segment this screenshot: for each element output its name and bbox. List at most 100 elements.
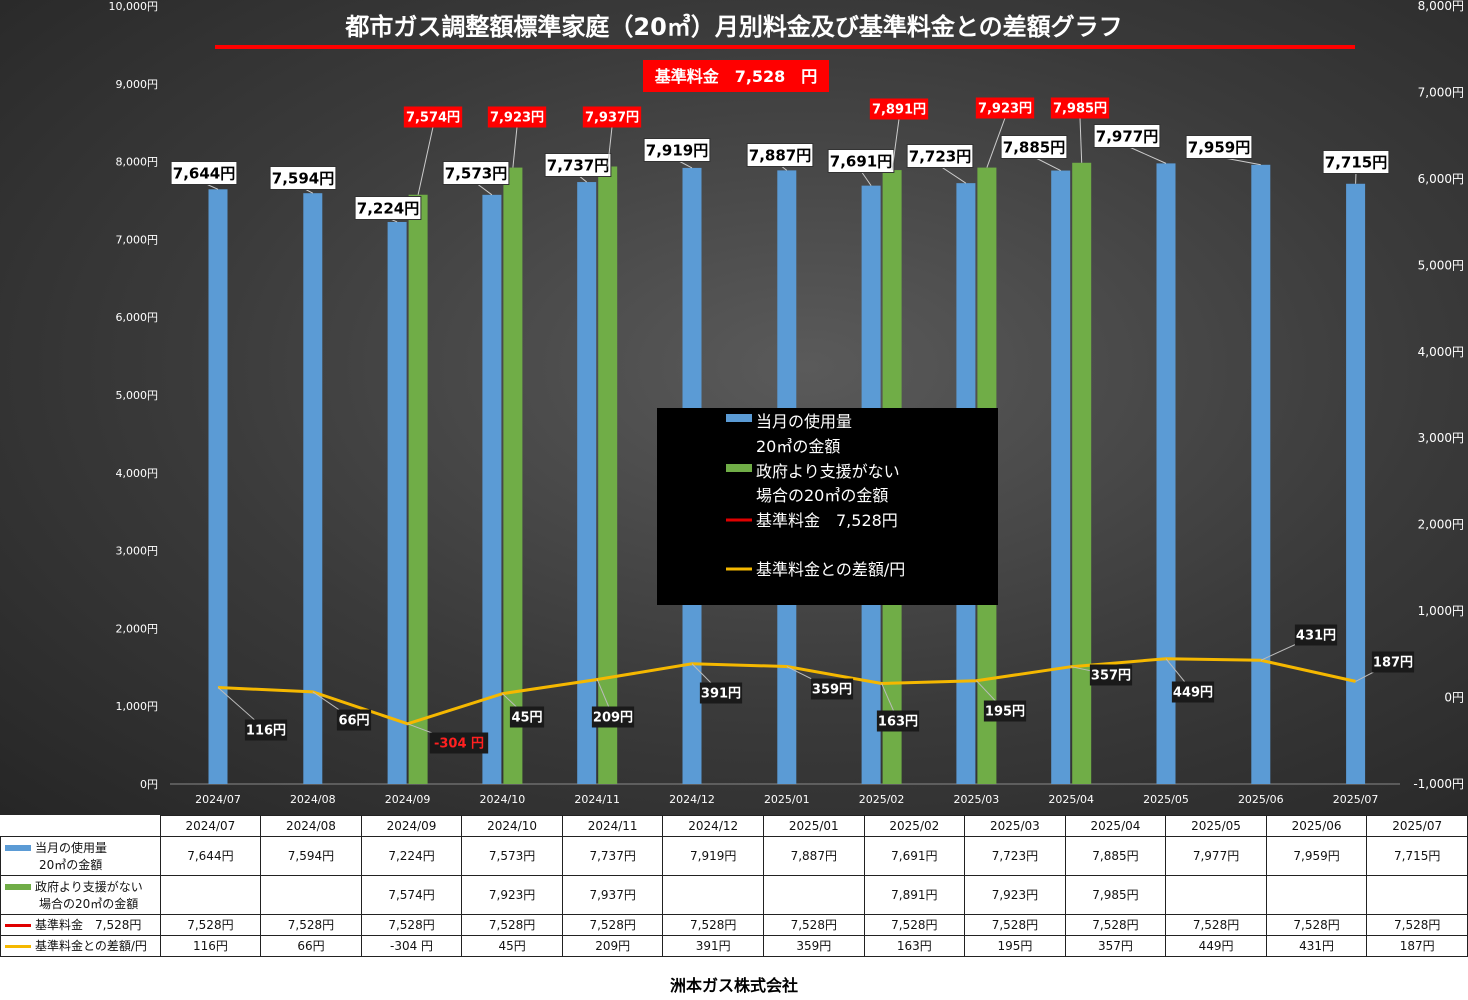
- y-right-tick: 6,000円: [1418, 172, 1464, 186]
- table-cell: 195円: [964, 934, 1066, 957]
- bar-current-label-box: [1322, 150, 1390, 174]
- bar-current-label: 7,573円: [445, 164, 507, 182]
- table-header-cell: 2024/12: [662, 815, 764, 837]
- table-cell: 7,528円: [662, 913, 764, 936]
- x-tick-label: 2024/11: [574, 793, 620, 806]
- table-cell: [763, 874, 865, 915]
- bar-current: [1346, 183, 1366, 784]
- bar-no-support-label: 7,891円: [872, 103, 926, 118]
- table-cell: 7,573円: [461, 835, 563, 876]
- table-cell: 7,691円: [863, 835, 966, 876]
- table-cell: -304 円: [360, 934, 463, 957]
- label-leader: [607, 126, 613, 167]
- bar-current-label: 7,737円: [547, 156, 609, 174]
- legend-label-no-support-2: 場合の20㎥の金額: [756, 486, 888, 505]
- table-label-diff: 基準料金との差額/円: [35, 939, 147, 953]
- table-label-no-support-2: 場合の20㎥の金額: [39, 896, 139, 911]
- table-row: 基準料金 7,528円 7,528円 7,528円 7,528円 7,528円 7,528…: [0, 913, 1468, 936]
- x-tick-label: 2024/08: [290, 793, 336, 806]
- table-header-cell: 2024/09: [360, 815, 463, 837]
- table-cell: 357円: [1064, 934, 1167, 957]
- table-row: 基準料金との差額/円 116円 66円 -304 円 45円 209円 391円 359円 16…: [0, 934, 1468, 957]
- x-tick-label: 2025/02: [859, 793, 905, 806]
- diff-label-box: [1371, 651, 1415, 673]
- bar-current: [1156, 163, 1176, 784]
- bar-current-label-box: [1093, 124, 1161, 148]
- label-leader: [860, 170, 872, 186]
- y-left-tick: 7,000円: [116, 233, 159, 246]
- bar-no-support-label-box: [975, 97, 1035, 119]
- x-tick-label: 2025/03: [954, 793, 1000, 806]
- table-cell: 449円: [1165, 934, 1267, 957]
- chart-title: 都市ガス調整額標準家庭（20㎥）月別料金及び基準料金との差額グラフ: [344, 13, 1122, 41]
- table-header-cell: 2024/11: [561, 815, 664, 837]
- diff-label: 357円: [1091, 669, 1131, 684]
- diff-label-box: [591, 706, 635, 728]
- bar-no-support-label: 7,923円: [978, 102, 1032, 117]
- bar-no-support-label: 7,937円: [585, 111, 639, 126]
- bar-current: [577, 182, 597, 784]
- table-cell: 7,224円: [360, 835, 463, 876]
- diff-label: 391円: [701, 687, 741, 702]
- bar-current-label-box: [746, 143, 814, 167]
- bar-current-label-box: [354, 196, 422, 220]
- bar-current-label-box: [1000, 135, 1068, 159]
- bar-current: [387, 221, 407, 785]
- bar-current-label: 7,919円: [646, 141, 708, 159]
- label-leader: [512, 126, 518, 168]
- table-header-cell: 2024/08: [260, 815, 362, 837]
- y-right-tick: 8,000円: [1418, 0, 1464, 13]
- label-leader: [1126, 145, 1167, 164]
- bar-current-label: 7,715円: [1325, 153, 1387, 171]
- label-leader: [1079, 117, 1083, 163]
- bar-current-label: 7,977円: [1096, 127, 1158, 145]
- diff-label: 209円: [593, 711, 633, 726]
- y-left-tick: 9,000円: [116, 78, 159, 91]
- label-leader: [939, 165, 967, 184]
- diff-label: 431円: [1296, 629, 1336, 644]
- bar-current-label-box: [442, 161, 510, 185]
- x-tick-label: 2024/09: [385, 793, 431, 806]
- table-key-diff: [5, 945, 31, 948]
- y-right-tick: -1,000円: [1413, 777, 1464, 791]
- table-header-cell: 2025/04: [1064, 815, 1167, 837]
- table-cell: [1165, 874, 1267, 915]
- bar-no-support-label-box: [403, 106, 463, 128]
- table-header-cell: 2025/01: [763, 815, 865, 837]
- table-header-cell: 2024/07: [159, 815, 262, 837]
- bar-no-support: [1072, 162, 1092, 785]
- data-table-grid: 2024/07 2024/08 2024/09 2024/10 2024/11 2024/…: [0, 815, 1468, 957]
- diff-label-box: [983, 700, 1027, 722]
- table-header-cell: 2025/03: [964, 815, 1066, 837]
- diff-label-box: [429, 732, 489, 754]
- bar-no-support-label: 7,923円: [490, 111, 544, 126]
- diff-label: 163円: [878, 715, 918, 730]
- diff-label-box: [810, 678, 854, 700]
- x-tick-label: 2025/01: [764, 793, 810, 806]
- legend-box: [657, 408, 998, 605]
- legend-label-base: 基準料金 7,528円: [756, 511, 898, 530]
- table-cell: 7,594円: [260, 835, 362, 876]
- bar-no-support: [503, 167, 523, 785]
- label-leader: [417, 126, 434, 195]
- label-leader: [986, 117, 1006, 168]
- table-cell: 7,885円: [1064, 835, 1167, 876]
- table-cell: [1265, 874, 1368, 915]
- bar-current-label: 7,887円: [749, 146, 811, 164]
- table-header-cell: 2025/05: [1165, 815, 1267, 837]
- x-tick-label: 2024/12: [669, 793, 715, 806]
- table-cell: 7,528円: [863, 913, 966, 936]
- table-cell: [1366, 874, 1468, 915]
- diff-label: 359円: [812, 683, 852, 698]
- legend-label-current-2: 20㎥の金額: [756, 437, 840, 456]
- y-right-tick: 1,000円: [1418, 604, 1464, 618]
- diff-label: 66円: [338, 714, 369, 729]
- table-cell: 7,528円: [1265, 913, 1368, 936]
- bar-current-label-box: [170, 161, 238, 185]
- table-cell: 7,528円: [1064, 913, 1167, 936]
- bar-current-label-box: [643, 138, 711, 162]
- y-left-tick: 6,000円: [116, 311, 159, 324]
- table-cell: 7,723円: [964, 835, 1066, 876]
- legend-key-current: [726, 414, 752, 422]
